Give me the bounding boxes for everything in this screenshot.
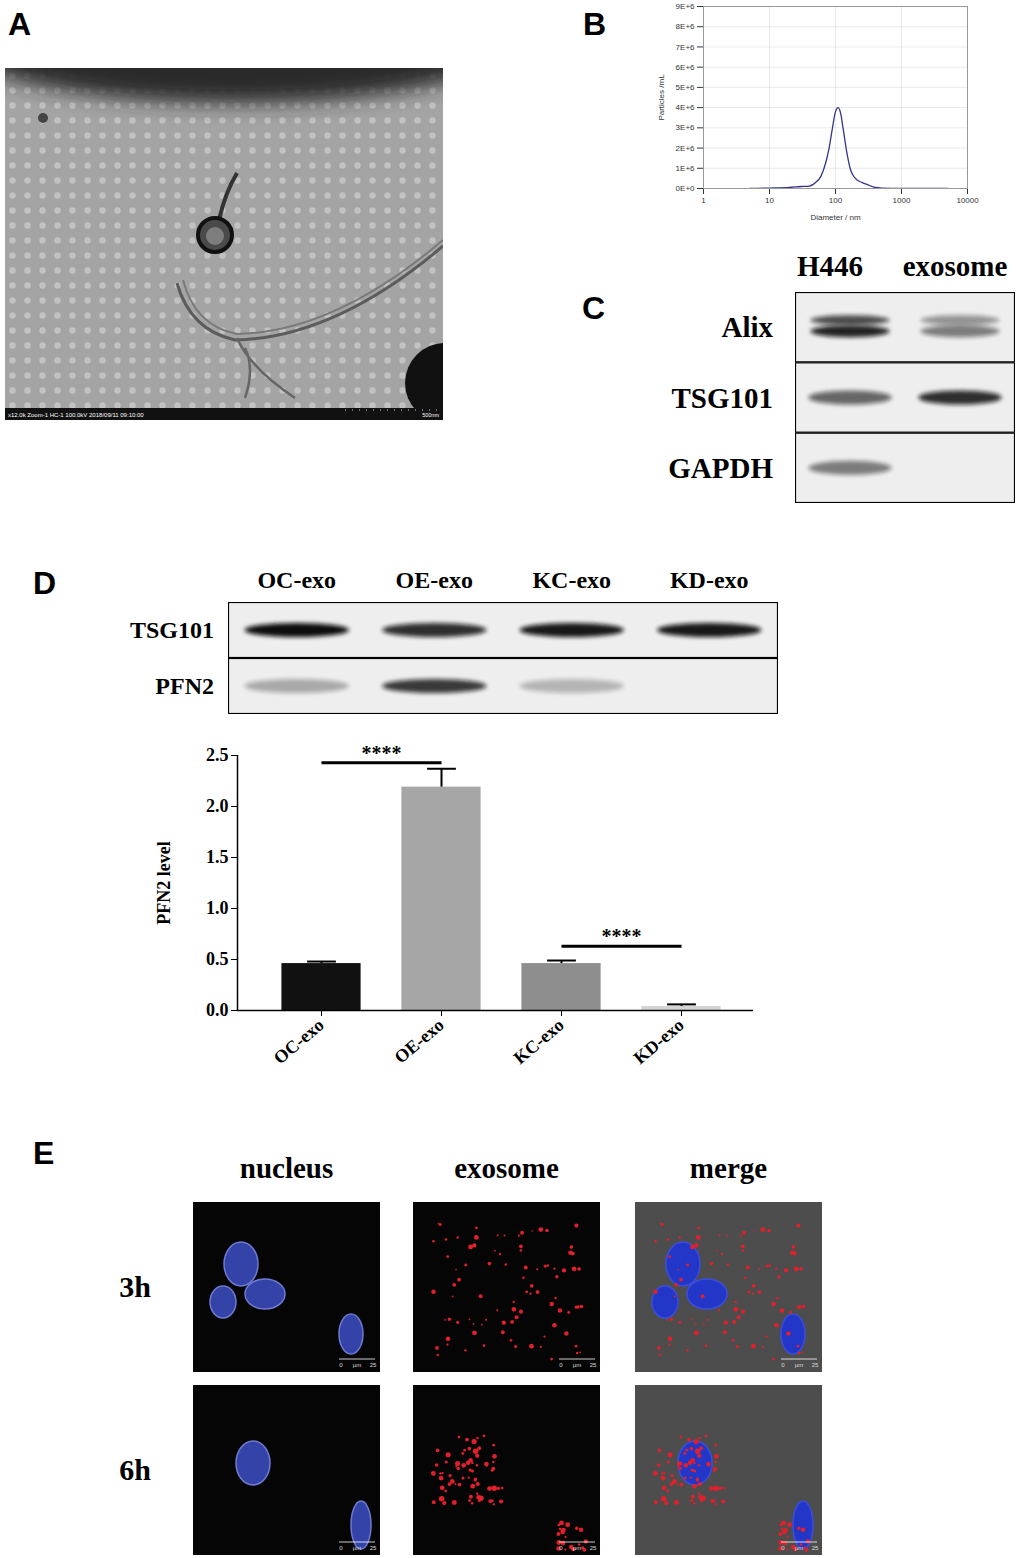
svg-text:3E+6: 3E+6 [676, 123, 695, 132]
svg-text:10000: 10000 [956, 196, 979, 205]
html-text:H446: H446 [797, 249, 863, 282]
svg-text:25: 25 [370, 1545, 377, 1551]
svg-text:µm: µm [573, 1545, 581, 1551]
html-text:E: E [33, 1135, 55, 1171]
svg-text:7E+6: 7E+6 [676, 43, 695, 52]
svg-text:0: 0 [559, 1545, 563, 1551]
html-text:OE-exo: OE-exo [395, 567, 473, 593]
svg-text:****: **** [362, 742, 402, 764]
svg-text:25: 25 [590, 1545, 597, 1551]
svg-text:µm: µm [795, 1362, 803, 1368]
html-text:KC-exo: KC-exo [532, 567, 612, 593]
html-text:GAPDH: GAPDH [668, 451, 773, 484]
svg-text:OE-exo: OE-exo [390, 1015, 447, 1068]
html-text:nucleus: nucleus [239, 1151, 334, 1184]
svg-text:0: 0 [781, 1362, 785, 1368]
svg-text:OC-exo: OC-exo [270, 1015, 328, 1068]
svg-text:10: 10 [765, 196, 774, 205]
svg-text:Particles /mL: Particles /mL [657, 74, 666, 121]
svg-text:0.5: 0.5 [206, 949, 229, 969]
svg-text:25: 25 [812, 1545, 819, 1551]
svg-text:0: 0 [781, 1545, 785, 1551]
svg-text:KC-exo: KC-exo [510, 1015, 568, 1068]
svg-text:2.0: 2.0 [206, 796, 229, 816]
html-text:merge: merge [689, 1151, 768, 1184]
svg-text:PFN2 level: PFN2 level [154, 841, 174, 924]
html-text:D: D [33, 565, 57, 601]
svg-text:1000: 1000 [893, 196, 911, 205]
html-text:C: C [582, 290, 606, 326]
svg-text:1.5: 1.5 [206, 847, 229, 867]
svg-text:0.0: 0.0 [206, 1000, 229, 1020]
svg-text:2.5: 2.5 [206, 745, 229, 765]
svg-text:2E+6: 2E+6 [676, 144, 695, 153]
html-text:6h: 6h [119, 1453, 151, 1486]
html-text:TSG101: TSG101 [130, 617, 214, 643]
html-text:TSG101: TSG101 [671, 381, 773, 413]
html-text:A: A [8, 6, 32, 42]
html-text:Alix: Alix [721, 310, 773, 343]
svg-text:µm: µm [573, 1362, 581, 1368]
svg-text:25: 25 [370, 1362, 377, 1368]
svg-text:0: 0 [559, 1362, 563, 1368]
svg-text:KD-exo: KD-exo [630, 1015, 688, 1068]
svg-text:0: 0 [339, 1362, 343, 1368]
svg-text:0: 0 [339, 1545, 343, 1551]
svg-text:µm: µm [353, 1545, 361, 1551]
svg-text:4E+6: 4E+6 [676, 103, 695, 112]
svg-text:25: 25 [590, 1362, 597, 1368]
svg-text:0E+0: 0E+0 [676, 184, 695, 193]
html-text:exosome: exosome [902, 249, 1008, 282]
svg-text:x12.0k Zoom-1 HC-1 100.0kV 201: x12.0k Zoom-1 HC-1 100.0kV 2018/09/11 09… [8, 412, 144, 418]
html-text:exosome: exosome [454, 1151, 559, 1184]
html-text:KD-exo: KD-exo [669, 567, 749, 593]
html-text:3h: 3h [119, 1270, 151, 1303]
svg-text:6E+6: 6E+6 [676, 63, 695, 72]
svg-text:****: **** [602, 925, 642, 947]
svg-text:µm: µm [353, 1362, 361, 1368]
svg-text:1.0: 1.0 [206, 898, 229, 918]
svg-text:Diameter / nm: Diameter / nm [810, 213, 861, 222]
svg-text:5E+6: 5E+6 [676, 83, 695, 92]
svg-text:500nm: 500nm [422, 412, 439, 418]
svg-text:µm: µm [795, 1545, 803, 1551]
svg-text:100: 100 [829, 196, 843, 205]
html-text:PFN2: PFN2 [155, 673, 214, 699]
svg-text:8E+6: 8E+6 [676, 22, 695, 31]
svg-text:1E+6: 1E+6 [676, 164, 695, 173]
html-text:B: B [583, 6, 607, 42]
svg-text:25: 25 [812, 1362, 819, 1368]
html-text:OC-exo: OC-exo [257, 567, 337, 593]
svg-text:1: 1 [701, 196, 706, 205]
svg-text:9E+6: 9E+6 [676, 2, 695, 11]
